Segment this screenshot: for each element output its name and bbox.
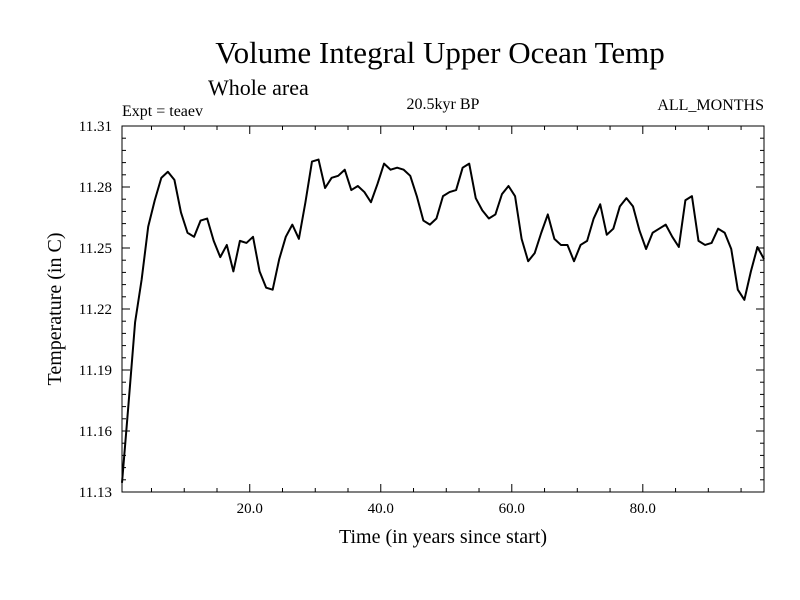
y-tick-label: 11.25: [79, 241, 112, 257]
x-axis-tick-labels: 20.0 40.0 60.0 80.0: [237, 501, 656, 517]
x-tick-label: 40.0: [368, 501, 394, 517]
series-line: [121, 158, 765, 483]
y-tick-label: 11.19: [79, 363, 112, 379]
y-tick-label: 11.16: [79, 424, 113, 440]
y-tick-label: 11.28: [79, 180, 112, 196]
x-tick-label: 20.0: [237, 501, 263, 517]
chart-subtitle: Whole area: [208, 75, 309, 100]
x-tick-label: 60.0: [499, 501, 525, 517]
months-label: ALL_MONTHS: [657, 97, 764, 114]
x-axis-label: Time (in years since start): [339, 526, 547, 548]
experiment-label: Expt = teaev: [122, 103, 203, 120]
y-axis-label: Temperature (in C): [44, 233, 66, 386]
y-axis-tick-labels: 11.13 11.16 11.19 11.22 11.25 11.28 11.31: [79, 119, 113, 501]
y-axis-ticks: [122, 125, 764, 493]
y-tick-label: 11.13: [79, 485, 112, 501]
series-group: [121, 158, 765, 483]
x-axis-ticks: [150, 126, 742, 492]
y-tick-label: 11.22: [79, 302, 112, 318]
y-tick-label: 11.31: [79, 119, 112, 135]
plot-frame: [121, 125, 765, 493]
chart-title: Volume Integral Upper Ocean Temp: [215, 35, 665, 70]
x-tick-label: 80.0: [630, 501, 656, 517]
period-label: 20.5kyr BP: [407, 96, 480, 113]
